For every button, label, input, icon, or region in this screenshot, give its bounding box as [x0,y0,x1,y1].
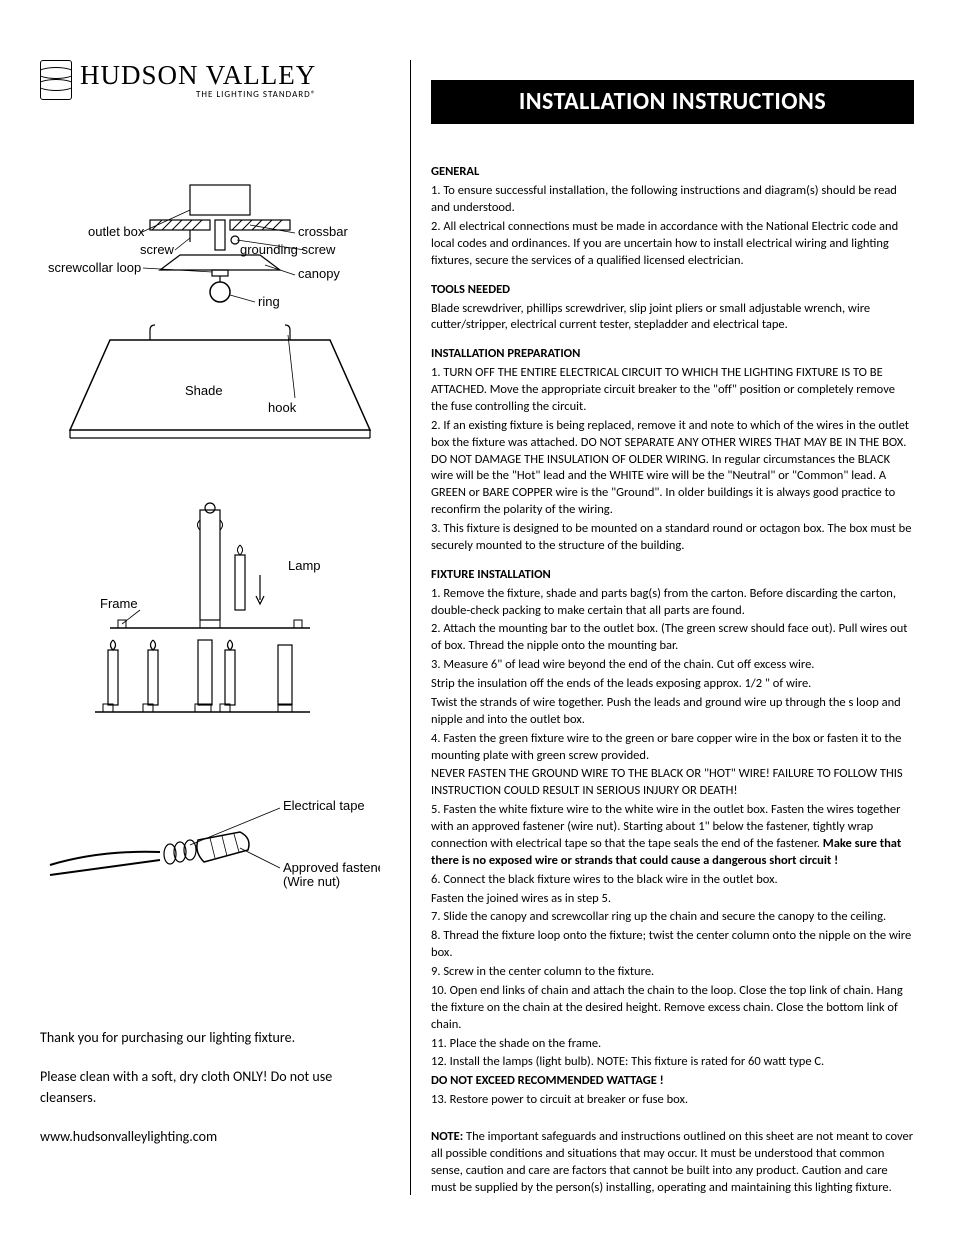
label-grounding-screw: grounding screw [240,242,336,257]
label-screw: screw [140,242,175,257]
install-p8: 8. Thread the fixture loop onto the fixt… [431,928,914,962]
logo-main: HUDSON VALLEY [80,60,316,91]
label-ring: ring [258,294,280,309]
install-p12: 12. Install the lamps (light bulb). NOTE… [431,1054,914,1071]
diagram-canopy-shade: outlet box crossbar screw grounding scre… [40,180,390,470]
note-body: The important safeguards and instruction… [431,1129,913,1195]
label-frame: Frame [100,596,138,611]
tools-p1: Blade screwdriver, phillips screwdriver,… [431,301,914,335]
prep-p2: 2. If an existing fixture is being repla… [431,418,914,519]
note-lead: NOTE: [431,1129,463,1144]
prep-p1: 1. TURN OFF THE ENTIRE ELECTRICAL CIRCUI… [431,365,914,416]
section-note: NOTE: The important safeguards and instr… [431,1129,914,1199]
footer-url: www.hudsonvalleylighting.com [40,1126,390,1147]
right-column: INSTALLATION INSTRUCTIONS GENERAL 1. To … [410,60,914,1195]
label-lamp: Lamp [288,558,321,573]
head-general: GENERAL [431,164,914,181]
install-p7: 7. Slide the canopy and screwcollar ring… [431,909,914,926]
left-footer: Thank you for purchasing our lighting fi… [40,1027,390,1195]
install-p9: 9. Screw in the center column to the fix… [431,964,914,981]
label-canopy: canopy [298,266,340,281]
label-hook: hook [268,400,297,415]
label-screwcollar-loop: screwcollar loop [48,260,141,275]
install-p5: 5. Fasten the white fixture wire to the … [431,802,914,870]
general-p1: 1. To ensure successful installation, th… [431,183,914,217]
diagram-wire-nut: Electrical tape Approved fastener (Wire … [40,790,390,910]
install-p4a: 4. Fasten the green fixture wire to the … [431,731,914,765]
logo-sub: THE LIGHTING STANDARD® [196,89,316,100]
head-install: FIXTURE INSTALLATION [431,567,914,584]
install-p3a: 3. Measure 6" of lead wire beyond the en… [431,657,914,674]
head-prep: INSTALLATION PREPARATION [431,346,914,363]
label-wire-nut: (Wire nut) [283,874,340,889]
install-p6a: 6. Connect the black fixture wires to th… [431,872,914,889]
logo: HUDSON VALLEY THE LIGHTING STANDARD® [40,60,390,100]
install-p2: 2. Attach the mounting bar to the outlet… [431,621,914,655]
install-p13: 13. Restore power to circuit at breaker … [431,1092,914,1109]
label-approved-fastener: Approved fastener [283,860,380,875]
diagram-frame: Lamp Frame [40,500,390,730]
footer-clean: Please clean with a soft, dry cloth ONLY… [40,1066,390,1108]
left-column: HUDSON VALLEY THE LIGHTING STANDARD® [40,60,410,1195]
logo-text-group: HUDSON VALLEY THE LIGHTING STANDARD® [80,60,316,100]
section-prep: INSTALLATION PREPARATION 1. TURN OFF THE… [431,346,914,557]
note-para: NOTE: The important safeguards and instr… [431,1129,914,1197]
install-p10: 10. Open end links of chain and attach t… [431,983,914,1034]
footer-thanks: Thank you for purchasing our lighting fi… [40,1027,390,1048]
page: HUDSON VALLEY THE LIGHTING STANDARD® [0,0,954,1235]
label-outlet-box: outlet box [88,224,145,239]
general-p2: 2. All electrical connections must be ma… [431,219,914,270]
install-p3b: Strip the insulation off the ends of the… [431,676,914,693]
head-tools: TOOLS NEEDED [431,282,914,299]
logo-icon [40,60,72,100]
section-general: GENERAL 1. To ensure successful installa… [431,164,914,271]
install-p3c: Twist the strands of wire together. Push… [431,695,914,729]
install-p4b: NEVER FASTEN THE GROUND WIRE TO THE BLAC… [431,766,914,800]
install-p11: 11. Place the shade on the frame. [431,1036,914,1053]
section-install: FIXTURE INSTALLATION 1. Remove the fixtu… [431,567,914,1111]
label-electrical-tape: Electrical tape [283,798,365,813]
label-crossbar: crossbar [298,224,349,239]
title-bar: INSTALLATION INSTRUCTIONS [431,80,914,124]
prep-p3: 3. This fixture is designed to be mounte… [431,521,914,555]
install-p6b: Fasten the joined wires as in step 5. [431,891,914,908]
section-tools: TOOLS NEEDED Blade screwdriver, phillips… [431,282,914,337]
install-p1: 1. Remove the fixture, shade and parts b… [431,586,914,620]
label-shade: Shade [185,383,223,398]
install-p12b: DO NOT EXCEED RECOMMENDED WATTAGE ! [431,1073,914,1090]
